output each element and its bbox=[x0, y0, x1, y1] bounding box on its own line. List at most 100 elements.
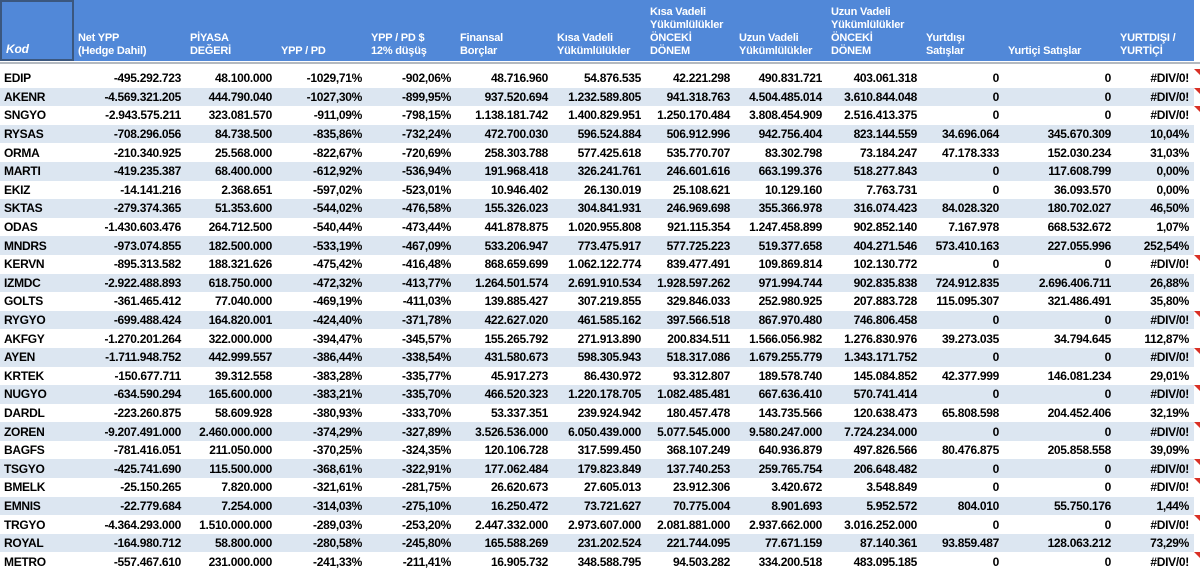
table-cell[interactable]: -798,15% bbox=[402, 108, 451, 123]
row-label-cell[interactable]: ORMA bbox=[4, 145, 40, 160]
table-cell[interactable]: 0 bbox=[992, 350, 1000, 365]
row-label-cell[interactable]: KRTEK bbox=[4, 368, 44, 383]
table-cell[interactable]: 1.020.955.808 bbox=[568, 220, 641, 235]
table-cell[interactable]: 68.400.000 bbox=[214, 164, 272, 179]
table-cell[interactable]: 490.831.721 bbox=[758, 71, 823, 86]
table-cell[interactable]: -275,10% bbox=[402, 498, 451, 513]
row-label-cell[interactable]: SKTAS bbox=[4, 201, 43, 216]
table-cell[interactable]: 404.271.546 bbox=[853, 238, 918, 253]
table-cell[interactable]: -280,58% bbox=[313, 536, 362, 551]
table-cell[interactable]: 345.670.309 bbox=[1047, 127, 1112, 142]
table-cell[interactable]: -536,94% bbox=[402, 164, 451, 179]
table-cell[interactable]: -411,03% bbox=[402, 294, 452, 309]
table-cell[interactable]: -1029,71% bbox=[306, 71, 363, 86]
table-cell[interactable]: 577.425.618 bbox=[577, 145, 642, 160]
table-cell[interactable]: -523,01% bbox=[402, 182, 451, 197]
row-label-cell[interactable]: TRGYO bbox=[4, 517, 46, 532]
table-cell[interactable]: -4.364.293.000 bbox=[104, 517, 181, 532]
table-cell[interactable]: 921.115.354 bbox=[667, 220, 730, 235]
row-label-cell[interactable]: AKENR bbox=[4, 89, 46, 104]
table-cell[interactable]: 461.585.162 bbox=[577, 313, 642, 328]
table-cell[interactable]: 0,00% bbox=[1156, 182, 1189, 197]
table-cell[interactable]: 53.337.351 bbox=[490, 405, 548, 420]
table-cell[interactable]: 7.820.000 bbox=[221, 480, 272, 495]
table-cell[interactable]: -1.711.948.752 bbox=[105, 350, 181, 365]
table-cell[interactable]: 207.883.728 bbox=[853, 294, 918, 309]
table-cell[interactable]: 403.061.318 bbox=[853, 71, 918, 86]
table-cell[interactable]: 83.302.798 bbox=[764, 145, 822, 160]
row-label-cell[interactable]: AKFGY bbox=[4, 331, 45, 346]
table-cell[interactable]: 0 bbox=[1104, 71, 1112, 86]
table-cell[interactable]: 246.601.616 bbox=[666, 164, 731, 179]
column-header-kisa-vadeli[interactable]: Kısa Vadeli Yükümlülükler bbox=[557, 32, 631, 57]
table-cell[interactable]: 179.823.849 bbox=[577, 461, 642, 476]
table-cell[interactable]: 35,80% bbox=[1150, 294, 1189, 309]
table-cell[interactable]: 1.082.485.481 bbox=[657, 387, 730, 402]
table-cell[interactable]: 112,87% bbox=[1144, 331, 1189, 346]
table-cell[interactable]: 533.206.947 bbox=[484, 238, 549, 253]
table-cell[interactable]: 48.100.000 bbox=[214, 71, 272, 86]
table-cell[interactable]: 1,07% bbox=[1156, 220, 1189, 235]
column-header-yurtici-satislar[interactable]: Yurtiçi Satışlar bbox=[1008, 45, 1082, 57]
table-cell[interactable]: -1.430.603.476 bbox=[104, 220, 181, 235]
row-label-cell[interactable]: MARTI bbox=[4, 164, 41, 179]
table-cell[interactable]: 146.081.234 bbox=[1047, 368, 1112, 383]
table-cell[interactable]: 5.952.572 bbox=[866, 498, 917, 513]
table-cell[interactable]: #DIV/0! bbox=[1150, 424, 1189, 439]
table-cell[interactable]: -973.074.855 bbox=[113, 238, 181, 253]
table-cell[interactable]: #DIV/0! bbox=[1150, 554, 1189, 569]
table-cell[interactable]: 231.202.524 bbox=[577, 536, 642, 551]
table-cell[interactable]: #DIV/0! bbox=[1150, 350, 1189, 365]
table-cell[interactable]: 2.973.607.000 bbox=[568, 517, 641, 532]
column-header-uzun-vadeli[interactable]: Uzun Vadeli Yükümlülükler bbox=[739, 32, 813, 57]
table-cell[interactable]: 640.936.879 bbox=[758, 443, 823, 458]
table-cell[interactable]: 51.353.600 bbox=[214, 201, 272, 216]
table-cell[interactable]: 535.770.707 bbox=[666, 145, 731, 160]
row-label-cell[interactable]: EDIP bbox=[4, 71, 31, 86]
table-cell[interactable]: 188.321.626 bbox=[208, 257, 273, 272]
table-cell[interactable]: 348.588.795 bbox=[577, 554, 642, 569]
table-cell[interactable]: -321,61% bbox=[313, 480, 362, 495]
table-cell[interactable]: 205.858.558 bbox=[1047, 443, 1112, 458]
table-cell[interactable]: 102.130.772 bbox=[853, 257, 918, 272]
table-cell[interactable]: 182.500.000 bbox=[208, 238, 273, 253]
table-cell[interactable]: 1.679.255.779 bbox=[749, 350, 822, 365]
table-cell[interactable]: 971.994.744 bbox=[758, 275, 823, 290]
table-cell[interactable]: 1.138.181.742 bbox=[475, 108, 548, 123]
table-cell[interactable]: -210.340.925 bbox=[113, 145, 181, 160]
table-cell[interactable]: 26.130.019 bbox=[583, 182, 641, 197]
table-cell[interactable]: 0 bbox=[992, 387, 1000, 402]
table-cell[interactable]: 155.265.792 bbox=[484, 331, 549, 346]
table-cell[interactable]: 27.605.013 bbox=[583, 480, 641, 495]
table-cell[interactable]: 0,00% bbox=[1156, 164, 1189, 179]
table-cell[interactable]: 618.750.000 bbox=[208, 275, 273, 290]
table-cell[interactable]: #DIV/0! bbox=[1150, 108, 1189, 123]
table-cell[interactable]: 165.588.269 bbox=[484, 536, 549, 551]
table-cell[interactable]: -475,42% bbox=[313, 257, 362, 272]
table-cell[interactable]: -370,25% bbox=[313, 443, 362, 458]
table-cell[interactable]: -2.943.575.211 bbox=[105, 108, 181, 123]
table-cell[interactable]: -2.922.488.893 bbox=[104, 275, 181, 290]
table-cell[interactable]: -368,61% bbox=[313, 461, 362, 476]
row-label-cell[interactable]: EMNIS bbox=[4, 498, 41, 513]
table-cell[interactable]: 329.846.033 bbox=[666, 294, 731, 309]
table-cell[interactable]: 483.095.185 bbox=[853, 554, 918, 569]
table-cell[interactable]: 252,54% bbox=[1143, 238, 1190, 253]
table-cell[interactable]: 7.254.000 bbox=[221, 498, 272, 513]
table-cell[interactable]: 1.928.597.262 bbox=[657, 275, 730, 290]
column-header-yurtdisi-satislar[interactable]: Yurtdışı Satışlar bbox=[926, 32, 965, 57]
table-cell[interactable]: -557.467.610 bbox=[113, 554, 181, 569]
row-label-cell[interactable]: ODAS bbox=[4, 220, 38, 235]
table-cell[interactable]: 239.924.942 bbox=[577, 405, 642, 420]
table-cell[interactable]: 29,01% bbox=[1150, 368, 1189, 383]
table-cell[interactable]: 598.305.943 bbox=[577, 350, 642, 365]
table-cell[interactable]: 77.671.159 bbox=[764, 536, 822, 551]
table-cell[interactable]: 0 bbox=[992, 257, 1000, 272]
table-cell[interactable]: 868.659.699 bbox=[484, 257, 549, 272]
row-label-cell[interactable]: IZMDC bbox=[4, 275, 41, 290]
table-cell[interactable]: 570.741.414 bbox=[853, 387, 918, 402]
column-header-kod[interactable]: Kod bbox=[0, 0, 74, 61]
column-header-ypp-pd[interactable]: YPP / PD bbox=[281, 45, 326, 57]
table-cell[interactable]: 3.610.844.048 bbox=[844, 89, 917, 104]
table-cell[interactable]: 724.912.835 bbox=[935, 275, 1000, 290]
